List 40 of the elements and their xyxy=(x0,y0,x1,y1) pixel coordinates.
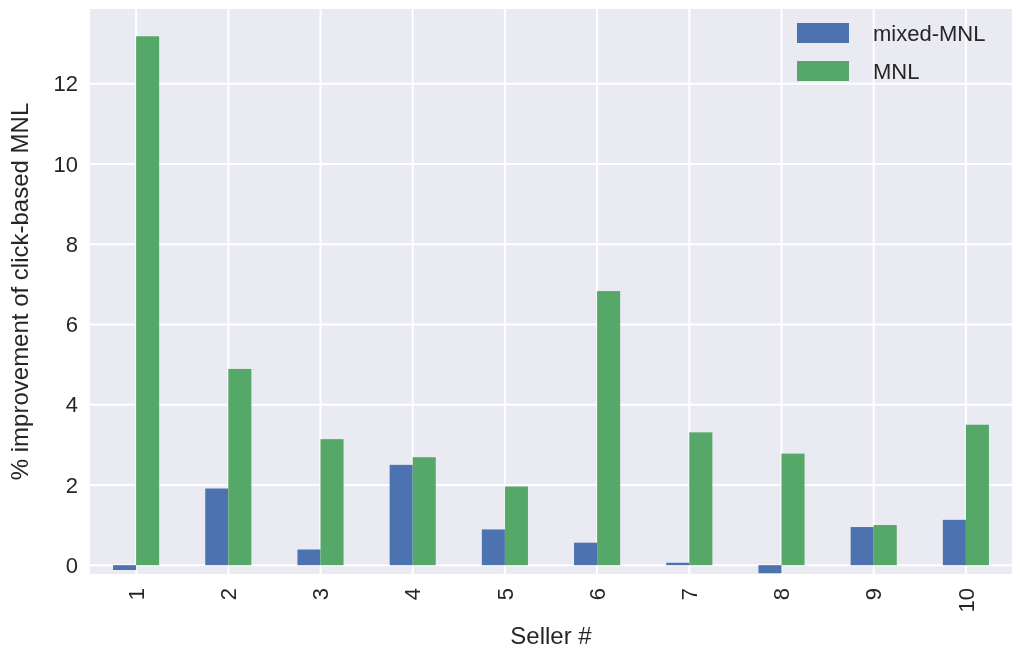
bar xyxy=(781,453,805,566)
bar xyxy=(389,464,413,566)
bar xyxy=(758,565,782,574)
bar xyxy=(412,457,436,566)
y-axis-title: % improvement of click-based MNL xyxy=(6,102,33,481)
bar xyxy=(689,432,713,566)
x-axis-title: Seller # xyxy=(510,622,593,649)
x-tick-label: 1 xyxy=(123,588,149,601)
legend-label: MNL xyxy=(873,58,920,84)
x-tick-label: 10 xyxy=(953,588,979,613)
x-tick-label: 7 xyxy=(677,588,702,601)
bar xyxy=(965,424,989,566)
x-tick-label: 5 xyxy=(492,588,518,601)
y-tick-label: 0 xyxy=(65,552,78,578)
x-tick-label: 8 xyxy=(769,588,795,601)
x-tick-label: 6 xyxy=(584,588,610,601)
x-tick-label: 9 xyxy=(861,588,887,601)
bar xyxy=(297,549,321,566)
x-tick-label: 3 xyxy=(308,588,334,601)
y-tick-label: 12 xyxy=(53,71,78,97)
bar xyxy=(205,488,229,566)
bar xyxy=(504,486,528,566)
bar xyxy=(574,542,598,566)
y-tick-label: 10 xyxy=(53,151,78,177)
bar xyxy=(136,36,160,566)
y-tick-label: 2 xyxy=(65,472,78,498)
y-tick-label: 4 xyxy=(65,392,78,418)
legend-label: mixed-MNL xyxy=(873,20,986,46)
x-tick-label: 2 xyxy=(216,588,241,601)
bar xyxy=(942,519,966,566)
y-tick-label: 8 xyxy=(65,231,78,257)
bar xyxy=(228,368,252,566)
x-tick-label: 4 xyxy=(400,588,426,601)
bar xyxy=(320,439,344,566)
bar xyxy=(597,291,621,566)
bar xyxy=(873,525,897,566)
bar xyxy=(113,565,137,570)
bar xyxy=(481,529,505,566)
y-tick-label: 6 xyxy=(65,312,78,338)
bar xyxy=(850,527,874,566)
